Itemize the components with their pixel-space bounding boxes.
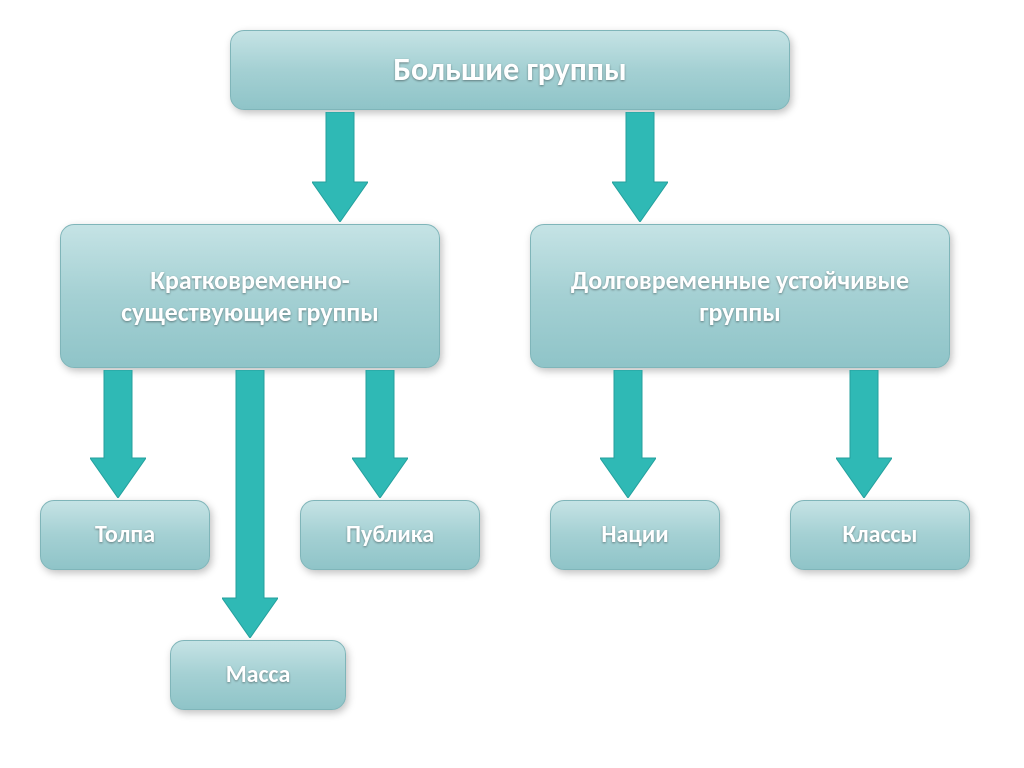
node-crowd-label: Толпа (95, 520, 155, 550)
node-nations: Нации (550, 500, 720, 570)
node-root-label: Большие группы (393, 50, 627, 90)
node-public-label: Публика (346, 520, 434, 550)
node-left1: Кратковременно-существующие группы (60, 224, 440, 368)
arrow-right1-to-classes (836, 370, 892, 498)
node-public: Публика (300, 500, 480, 570)
node-mass-label: Масса (226, 660, 291, 690)
arrow-root-to-right1 (612, 112, 668, 222)
node-right1: Долговременные устойчивые группы (530, 224, 950, 368)
arrow-left1-to-public (352, 370, 408, 498)
node-nations-label: Нации (601, 520, 668, 550)
node-classes: Классы (790, 500, 970, 570)
arrow-right1-to-nations (600, 370, 656, 498)
arrow-left1-to-crowd (90, 370, 146, 498)
node-root: Большие группы (230, 30, 790, 110)
node-classes-label: Классы (842, 520, 917, 550)
node-mass: Масса (170, 640, 346, 710)
arrow-left1-to-mass (222, 370, 278, 638)
node-right1-label: Долговременные устойчивые группы (549, 264, 931, 329)
arrow-root-to-left1 (312, 112, 368, 222)
node-crowd: Толпа (40, 500, 210, 570)
node-left1-label: Кратковременно-существующие группы (79, 264, 421, 329)
